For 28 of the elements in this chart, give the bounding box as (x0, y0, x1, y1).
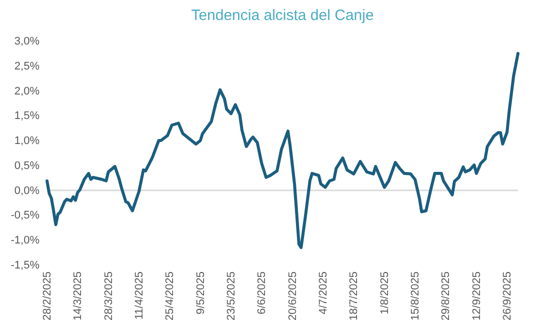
x-tick-label: 9/5/2025 (194, 272, 207, 314)
line-series (46, 52, 520, 250)
x-tick-label: 29/8/2025 (440, 272, 452, 320)
x-tick-label: 28/3/2025 (102, 272, 115, 320)
x-tick-label: 28/2/2025 (42, 272, 54, 320)
x-tick-label: 11/4/2025 (134, 272, 146, 320)
y-tick-label: 2,5% (14, 60, 40, 72)
chart-title: Tendencia alcista del Canje (191, 7, 374, 24)
x-tick-label: 12/9/2025 (470, 272, 483, 320)
x-tick-label: 14/3/2025 (72, 272, 84, 320)
x-tick-label: 4/7/2025 (318, 272, 330, 314)
x-tick-label: 23/5/2025 (226, 272, 238, 320)
y-tick-label: -1,5% (10, 260, 40, 272)
y-tick-label: 3,0% (14, 36, 40, 48)
y-tick-label: 2,0% (14, 85, 40, 98)
y-tick-label: 0,5% (14, 160, 40, 172)
x-tick-label: 20/6/2025 (286, 272, 299, 320)
y-tick-label: 1,5% (14, 110, 40, 122)
x-tick-label: 26/9/2025 (502, 272, 514, 320)
x-tick-label: 1/8/2025 (378, 272, 391, 314)
x-tick-label: 6/6/2025 (256, 272, 268, 314)
y-tick-label: -0,5% (10, 210, 40, 222)
x-tick-label: 15/8/2025 (410, 272, 422, 320)
x-tick-label: 18/7/2025 (348, 272, 360, 320)
y-tick-label: 1,0% (14, 135, 40, 148)
y-tick-label: 0,0% (14, 184, 40, 197)
y-tick-label: -1,0% (10, 234, 40, 247)
x-tick-label: 25/4/2025 (164, 272, 176, 320)
